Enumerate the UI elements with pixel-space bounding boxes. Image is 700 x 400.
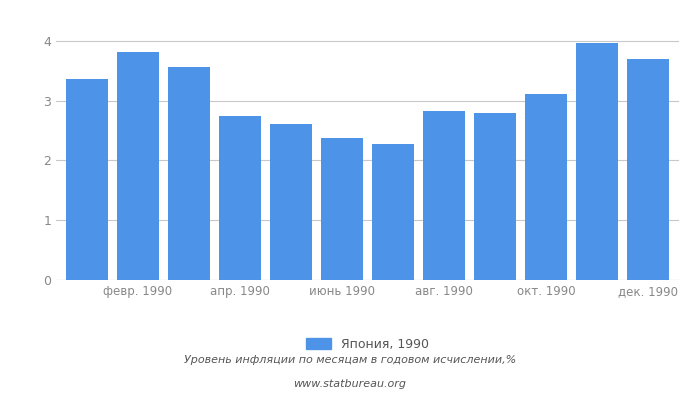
Text: Уровень инфляции по месяцам в годовом исчислении,%: Уровень инфляции по месяцам в годовом ис… [184, 355, 516, 365]
Bar [66, 79, 108, 280]
Bar [525, 94, 567, 280]
Bar [168, 67, 210, 280]
Bar [321, 138, 363, 280]
Bar [117, 52, 159, 280]
Bar [576, 43, 618, 280]
Bar [372, 144, 414, 280]
Text: www.statbureau.org: www.statbureau.org [293, 379, 407, 389]
Bar [627, 60, 669, 280]
Legend: Япония, 1990: Япония, 1990 [301, 333, 434, 356]
Bar [270, 124, 312, 280]
Bar [219, 116, 261, 280]
Bar [474, 113, 516, 280]
Bar [424, 111, 465, 280]
